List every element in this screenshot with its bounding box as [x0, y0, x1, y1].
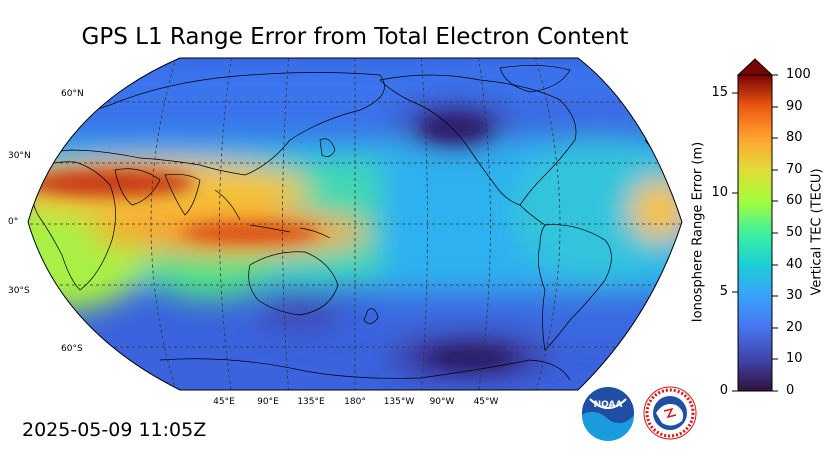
- lon-label-45w: 45°W: [473, 397, 499, 407]
- lon-label-45e: 45°E: [213, 397, 235, 407]
- cb-left-tick-10: 10: [711, 185, 728, 200]
- lat-label-30n: 30°N: [8, 151, 31, 161]
- cb-right-tick-80: 80: [786, 130, 803, 145]
- svg-text:NOAA: NOAA: [594, 400, 623, 410]
- cb-right-tick-90: 90: [786, 99, 803, 114]
- lat-label-0: 0°: [8, 217, 19, 227]
- noaa-logo: NOAA: [582, 387, 634, 441]
- colorbar-extend-arrow: [736, 58, 774, 76]
- cb-left-tick-0: 0: [719, 383, 728, 398]
- lat-label-30s: 30°S: [8, 286, 30, 296]
- cb-right-tick-50: 50: [786, 225, 803, 240]
- map-title: GPS L1 Range Error from Total Electron C…: [81, 24, 629, 50]
- cb-left-tick-5: 5: [719, 284, 728, 299]
- lon-label-90w: 90°W: [429, 397, 455, 407]
- cb-right-tick-60: 60: [786, 193, 803, 208]
- colorbar-bar: [737, 74, 773, 392]
- timestamp: 2025-05-09 11:05Z: [22, 419, 207, 441]
- colorbar-left-axis-title: Ionosphere Range Error (m): [690, 141, 706, 323]
- cb-right-tick-0: 0: [786, 383, 795, 398]
- cb-right-tick-20: 20: [786, 320, 803, 335]
- cb-right-tick-70: 70: [786, 162, 803, 177]
- map-frame: [27, 57, 683, 391]
- cb-right-tick-40: 40: [786, 257, 803, 272]
- nws-logo: [643, 386, 697, 440]
- graticule: [28, 58, 682, 390]
- cb-left-tick-15: 15: [711, 85, 728, 100]
- lon-label-90e: 90°E: [257, 397, 279, 407]
- lat-label-60n: 60°N: [61, 89, 84, 99]
- lon-label-135e: 135°E: [297, 397, 325, 407]
- lat-label-60s: 60°S: [61, 344, 83, 354]
- lon-label-180: 180°: [344, 397, 366, 407]
- cb-right-tick-100: 100: [786, 67, 811, 82]
- cb-right-tick-10: 10: [786, 351, 803, 366]
- colorbar-right-axis-title: Vertical TEC (TECU): [809, 168, 825, 296]
- lon-label-135w: 135°W: [383, 397, 415, 407]
- cb-right-tick-30: 30: [786, 288, 803, 303]
